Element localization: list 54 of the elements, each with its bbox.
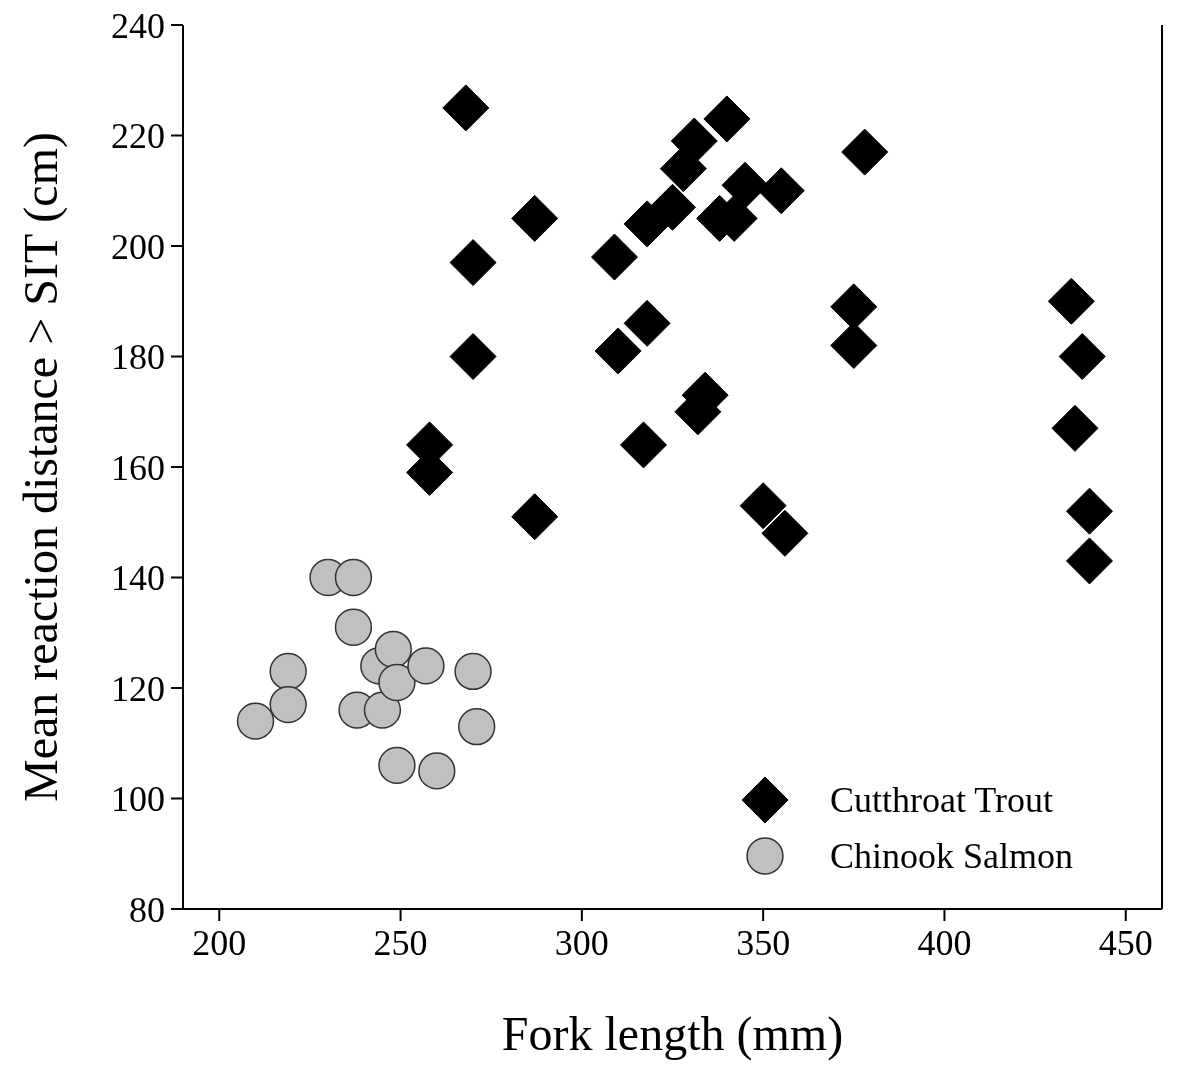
point [1051, 404, 1099, 452]
point [334, 558, 373, 597]
point [623, 200, 671, 248]
point [236, 702, 275, 740]
point [449, 239, 497, 287]
point [623, 299, 671, 347]
point [418, 752, 456, 790]
x-tick-label: 350 [736, 922, 791, 963]
x-tick-label: 400 [917, 922, 972, 963]
point [703, 95, 751, 143]
y-tick-label: 220 [111, 116, 165, 157]
y-tick-label: 160 [111, 447, 165, 488]
point [269, 685, 307, 724]
x-tick-label: 200 [192, 922, 247, 963]
y-tick-label: 200 [111, 226, 165, 267]
point [619, 421, 667, 469]
point [511, 493, 559, 541]
y-tick-label: 80 [129, 889, 165, 930]
y-tick-label: 180 [111, 337, 165, 378]
y-axis-title: Mean reaction distance > SIT (cm) [14, 132, 69, 802]
y-tick-label: 100 [111, 779, 165, 820]
point [449, 333, 497, 380]
point [590, 233, 638, 281]
legend-label: Cutthroat Trout [830, 779, 1054, 821]
point [649, 183, 696, 231]
point [761, 509, 809, 557]
point [378, 663, 416, 702]
y-tick-label: 140 [111, 558, 165, 599]
point [739, 482, 787, 530]
point [363, 691, 402, 729]
point [407, 647, 445, 685]
x-tick-label: 250 [373, 922, 428, 963]
point [511, 194, 559, 242]
x-tick-label: 300 [554, 922, 609, 963]
y-tick-label: 120 [111, 668, 165, 709]
point [594, 327, 642, 375]
point [334, 608, 373, 646]
x-tick-label: 450 [1098, 922, 1153, 963]
point [1065, 537, 1113, 585]
point [269, 652, 307, 691]
point [378, 746, 416, 785]
point [1058, 333, 1106, 380]
point [721, 161, 769, 209]
point [442, 84, 490, 132]
point [454, 652, 492, 691]
point [374, 630, 412, 669]
point [841, 128, 889, 176]
x-axis-title: Fork length (mm) [501, 1007, 844, 1061]
point [1065, 487, 1113, 535]
y-tick-label: 240 [111, 5, 165, 46]
point [757, 167, 805, 215]
point [458, 707, 496, 746]
point [1047, 277, 1095, 325]
legend-label: Chinook Salmon [830, 835, 1074, 877]
